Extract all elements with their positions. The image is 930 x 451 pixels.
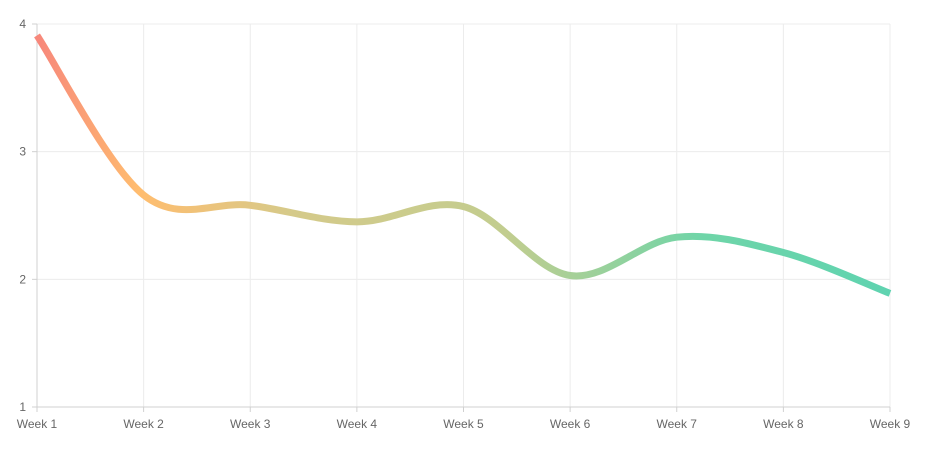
x-tick-label: Week 1 xyxy=(17,417,58,431)
x-tick-label: Week 3 xyxy=(230,417,271,431)
axes xyxy=(32,23,891,412)
y-tick-label: 2 xyxy=(19,272,26,286)
x-tick-label: Week 6 xyxy=(550,417,591,431)
x-tick-label: Week 5 xyxy=(443,417,484,431)
x-tick-label: Week 9 xyxy=(870,417,911,431)
y-tick-label: 1 xyxy=(19,400,26,414)
y-tick-label: 4 xyxy=(19,17,26,31)
x-tick-label: Week 4 xyxy=(337,417,378,431)
grid-lines xyxy=(36,23,891,408)
series-layer xyxy=(34,33,892,297)
x-tick-label: Week 2 xyxy=(123,417,164,431)
series-line xyxy=(34,33,892,297)
x-tick-label: Week 8 xyxy=(763,417,804,431)
tick-labels: Week 1 Week 2 Week 3 Week 4 Week 5 Week 6 Week… xyxy=(17,17,911,431)
y-tick-label: 3 xyxy=(19,145,26,159)
x-tick-label: Week 7 xyxy=(657,417,698,431)
